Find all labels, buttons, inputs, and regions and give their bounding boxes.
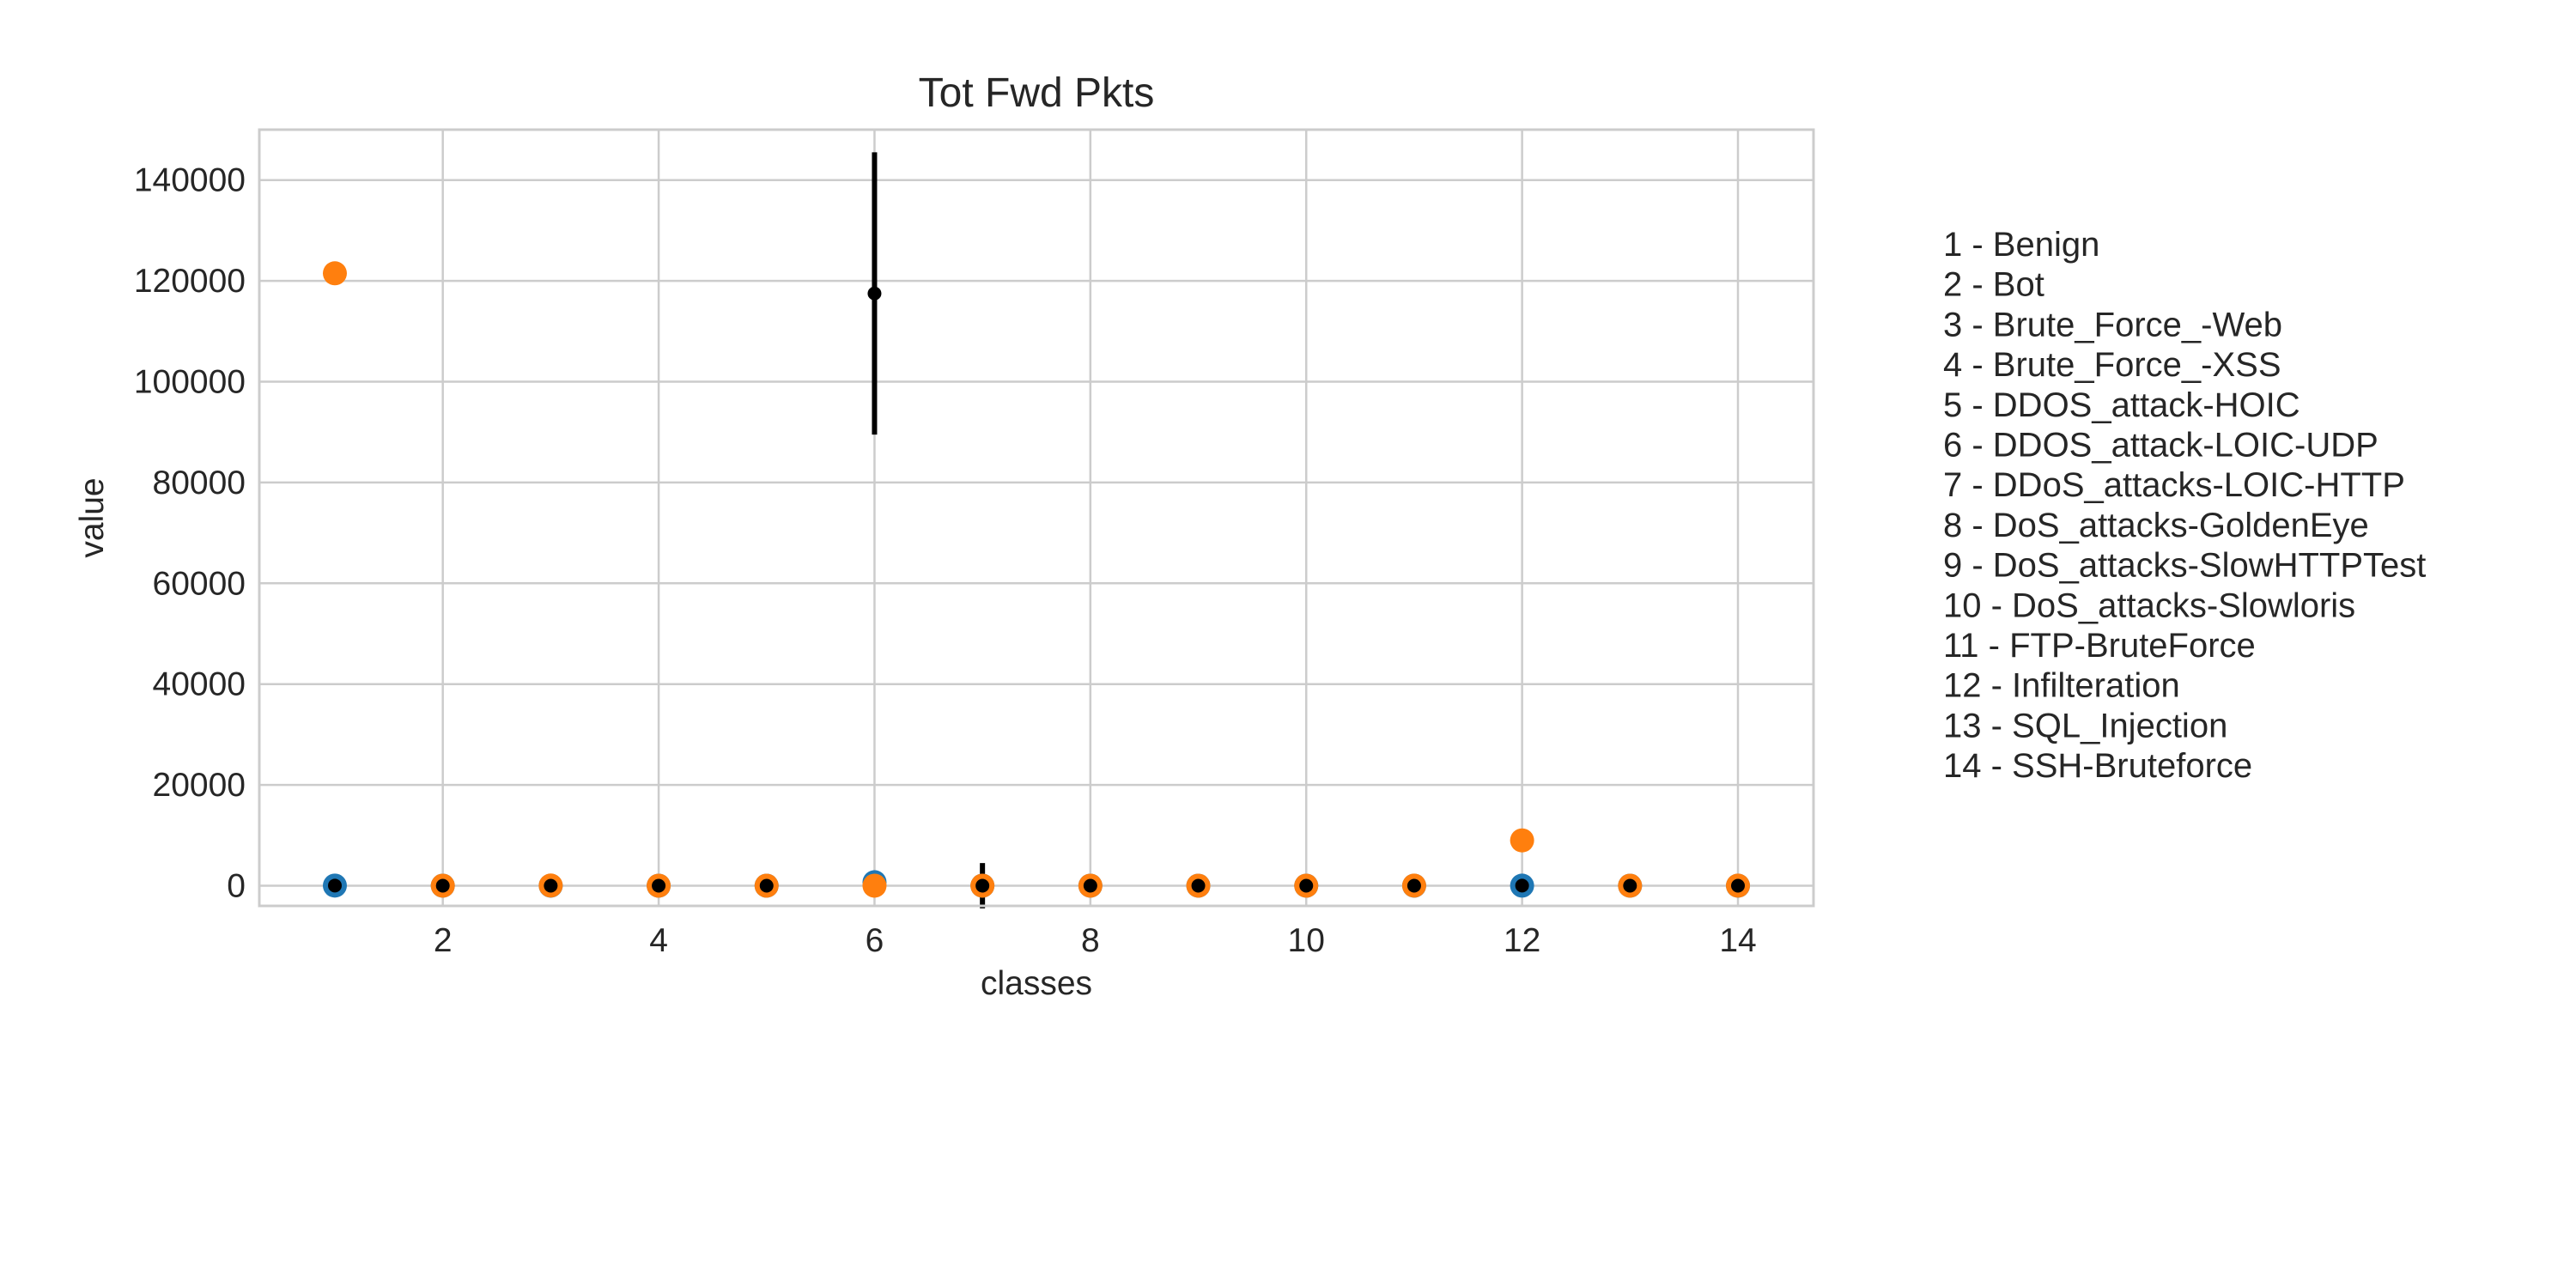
data-point: [975, 878, 990, 893]
data-point: [1083, 878, 1097, 893]
x-tick-label: 2: [434, 922, 453, 959]
y-tick-label: 20000: [153, 767, 246, 804]
data-point: [759, 878, 774, 893]
x-tick-label: 12: [1504, 922, 1540, 959]
legend-entry: 4 - Brute_Force_-XSS: [1943, 346, 2281, 384]
plot-frame: [258, 128, 1815, 908]
data-point: [1515, 878, 1529, 893]
data-point: [867, 286, 882, 301]
x-tick-label: 10: [1288, 922, 1325, 959]
data-point: [1191, 878, 1206, 893]
legend-entry: 12 - Infilteration: [1943, 667, 2180, 705]
data-point: [544, 878, 558, 893]
y-tick-label: 120000: [134, 263, 246, 300]
legend-entry: 11 - FTP-BruteForce: [1943, 627, 2256, 665]
data-point: [1406, 878, 1421, 893]
legend-entry: 3 - Brute_Force_-Web: [1943, 306, 2282, 343]
x-tick-label: 14: [1719, 922, 1756, 959]
data-points: [322, 261, 1751, 898]
data-point: [435, 878, 450, 893]
data-point: [862, 873, 887, 898]
legend-entry: 10 - DoS_attacks-Slowloris: [1943, 586, 2355, 624]
legend-entry: 5 - DDOS_attack-HOIC: [1943, 386, 2300, 424]
chart-title: Tot Fwd Pkts: [919, 70, 1155, 116]
x-axis-label: classes: [981, 965, 1092, 1002]
data-point: [1299, 878, 1314, 893]
x-tick-label: 6: [866, 922, 884, 959]
grid: [259, 130, 1814, 906]
x-tick-label: 8: [1081, 922, 1100, 959]
legend-entry: 2 - Bot: [1943, 266, 2044, 304]
y-tick-label: 0: [227, 868, 246, 905]
y-tick-label: 140000: [134, 162, 246, 199]
legend-entry: 9 - DoS_attacks-SlowHTTPTest: [1943, 547, 2426, 585]
legend-entry: 8 - DoS_attacks-GoldenEye: [1943, 507, 2369, 544]
y-tick-labels: 0 20000 40000 60000 80000 100000 120000 140000: [134, 162, 246, 905]
y-tick-label: 80000: [153, 465, 246, 501]
data-point: [1731, 878, 1746, 893]
y-tick-label: 60000: [153, 565, 246, 602]
data-point: [1510, 828, 1534, 853]
legend-entry: 7 - DDoS_attacks-LOIC-HTTP: [1943, 466, 2405, 504]
y-axis-label: value: [74, 477, 111, 557]
legend-entry: 14 - SSH-Bruteforce: [1943, 747, 2252, 785]
legend-entry: 1 - Benign: [1943, 226, 2099, 264]
y-tick-label: 100000: [134, 364, 246, 401]
data-point: [322, 261, 347, 286]
x-tick-label: 4: [649, 922, 668, 959]
legend-entry: 6 - DDOS_attack-LOIC-UDP: [1943, 427, 2379, 465]
error-bars: [872, 152, 986, 908]
data-point: [327, 878, 342, 893]
x-tick-labels: 2 4 6 8 10 12 14: [434, 922, 1757, 959]
y-tick-label: 40000: [153, 666, 246, 703]
legend-entry: 13 - SQL_Injection: [1943, 707, 2227, 744]
data-point: [1623, 878, 1637, 893]
data-point: [652, 878, 666, 893]
